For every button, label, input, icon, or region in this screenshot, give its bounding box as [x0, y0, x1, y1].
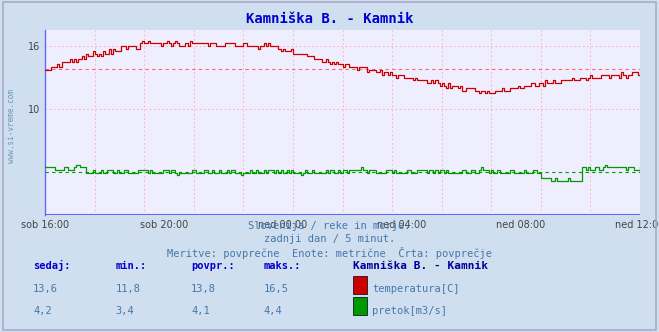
Text: Kamniška B. - Kamnik: Kamniška B. - Kamnik [353, 261, 488, 271]
Text: 4,2: 4,2 [33, 306, 51, 316]
Text: maks.:: maks.: [264, 261, 301, 271]
Text: 11,8: 11,8 [115, 284, 140, 294]
Text: min.:: min.: [115, 261, 146, 271]
Text: 16,5: 16,5 [264, 284, 289, 294]
Text: pretok[m3/s]: pretok[m3/s] [372, 306, 447, 316]
Text: Kamniška B. - Kamnik: Kamniška B. - Kamnik [246, 12, 413, 26]
Text: sedaj:: sedaj: [33, 260, 71, 271]
Text: 4,1: 4,1 [191, 306, 210, 316]
Text: www.si-vreme.com: www.si-vreme.com [7, 89, 16, 163]
Text: 3,4: 3,4 [115, 306, 134, 316]
Text: temperatura[C]: temperatura[C] [372, 284, 460, 294]
Text: Slovenija / reke in morje.: Slovenija / reke in morje. [248, 221, 411, 231]
Text: 13,6: 13,6 [33, 284, 58, 294]
Text: zadnji dan / 5 minut.: zadnji dan / 5 minut. [264, 234, 395, 244]
Text: Meritve: povprečne  Enote: metrične  Črta: povprečje: Meritve: povprečne Enote: metrične Črta:… [167, 247, 492, 259]
Text: 4,4: 4,4 [264, 306, 282, 316]
Text: 13,8: 13,8 [191, 284, 216, 294]
Text: povpr.:: povpr.: [191, 261, 235, 271]
